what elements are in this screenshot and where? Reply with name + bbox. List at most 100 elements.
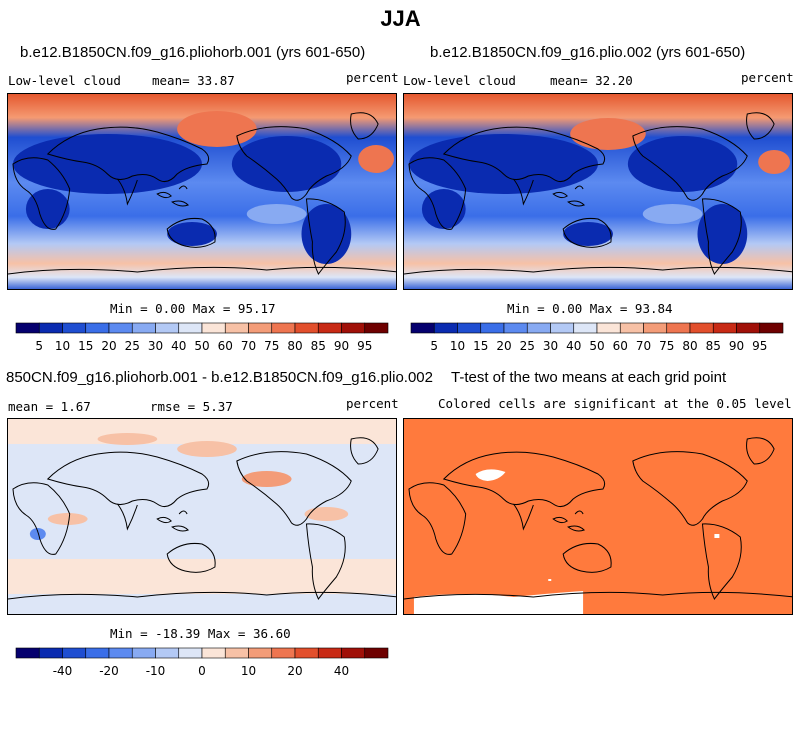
colorbar-swatch [736,322,761,334]
colorbar-swatch [85,647,110,659]
colorbar-tick-label: 30 [148,339,163,353]
colorbar-swatch [131,647,156,659]
panel4-subtitle: Colored cells are significant at the 0.0… [438,396,792,411]
panel2-title: b.e12.B1850CN.f09_g16.plio.002 (yrs 601-… [430,44,746,61]
panel2-colorbar: 5 10 15 20 25 30 40 50 60 70 75 80 85 90 95 [410,322,784,353]
colorbar-swatch [689,322,714,334]
colorbar-tick-label: 70 [241,339,256,353]
figure-title: JJA [380,6,421,31]
colorbar-swatch [15,322,40,334]
panel3-rmse: rmse = 5.37 [150,399,233,414]
colorbar-tick-label: 70 [636,339,651,353]
colorbar-tick-label: 75 [264,339,279,353]
colorbar-swatch [759,322,784,334]
panel1-left-label: Low-level cloud [8,73,121,88]
colorbar-swatch [433,322,458,334]
colorbar-swatch [643,322,668,334]
colorbar-swatch [62,322,87,334]
colorbar-tick-label: 80 [287,339,302,353]
colorbar-tick-label: 50 [194,339,209,353]
panel1-units: percent [346,70,399,85]
colorbar-swatch [178,322,203,334]
colorbar-swatch [341,647,366,659]
colorbar-swatch [294,322,319,334]
panel2-units: percent [741,70,794,85]
panel2-left-label: Low-level cloud [403,73,516,88]
colorbar-tick-label: 95 [357,339,372,353]
colorbar-tick-label: 85 [706,339,721,353]
colorbar-tick-label: 40 [334,664,349,678]
colorbar-tick-label: 15 [78,339,93,353]
colorbar-tick-label: 50 [589,339,604,353]
colorbar-swatch [341,322,366,334]
colorbar-tick-label: 80 [682,339,697,353]
panel3-units: percent [346,396,399,411]
colorbar-swatch [85,322,110,334]
colorbar-swatch [108,322,133,334]
colorbar-swatch [666,322,691,334]
panel2-minmax: Min = 0.00 Max = 93.84 [507,301,673,316]
colorbar-swatch [410,322,435,334]
colorbar-tick-label: 95 [752,339,767,353]
colorbar-swatch [480,322,505,334]
panel2-mean: mean= 32.20 [550,73,633,88]
colorbar-swatch [503,322,528,334]
colorbar-tick-label: 75 [659,339,674,353]
colorbar-tick-label: -40 [53,664,73,678]
colorbar-tick-label: 60 [218,339,233,353]
colorbar-swatch [201,647,226,659]
panel3-map [7,418,397,615]
panel1-title: b.e12.B1850CN.f09_g16.pliohorb.001 (yrs … [20,44,366,61]
panel2-map [403,93,793,290]
colorbar-swatch [317,322,342,334]
colorbar-swatch [364,322,389,334]
colorbar-swatch [619,322,644,334]
colorbar-swatch [596,322,621,334]
colorbar-swatch [15,647,40,659]
panel1-colorbar: 5 10 15 20 25 30 40 50 60 70 75 80 85 90 95 [15,322,389,353]
colorbar-swatch [155,322,180,334]
panel4-title: T-test of the two means at each grid poi… [451,369,727,386]
colorbar-tick-label: 25 [125,339,140,353]
colorbar-swatch [131,322,156,334]
colorbar-tick-label: 20 [496,339,511,353]
panel3-title: 850CN.f09_g16.pliohorb.001 - b.e12.B1850… [6,369,433,386]
colorbar-swatch [271,322,296,334]
colorbar-tick-label: 60 [613,339,628,353]
colorbar-tick-label: 20 [287,664,302,678]
colorbar-swatch [317,647,342,659]
colorbar-swatch [364,647,389,659]
colorbar-tick-label: 90 [729,339,744,353]
colorbar-swatch [108,647,133,659]
colorbar-tick-label: 30 [543,339,558,353]
colorbar-tick-label: -10 [146,664,166,678]
colorbar-tick-label: 10 [55,339,70,353]
colorbar-tick-label: 90 [334,339,349,353]
colorbar-tick-label: 0 [198,664,206,678]
colorbar-tick-label: 40 [171,339,186,353]
colorbar-tick-label: 85 [311,339,326,353]
panel4-map [403,418,793,615]
colorbar-tick-label: 20 [101,339,116,353]
panel3-colorbar: -40 -20 -10 0 10 20 40 [15,647,389,678]
colorbar-swatch [294,647,319,659]
colorbar-tick-label: -20 [99,664,119,678]
colorbar-swatch [526,322,551,334]
colorbar-swatch [573,322,598,334]
colorbar-swatch [201,322,226,334]
colorbar-swatch [271,647,296,659]
colorbar-swatch [178,647,203,659]
colorbar-swatch [457,322,482,334]
colorbar-swatch [712,322,737,334]
colorbar-swatch [248,647,273,659]
colorbar-swatch [38,647,63,659]
colorbar-swatch [155,647,180,659]
colorbar-tick-label: 10 [450,339,465,353]
colorbar-swatch [550,322,575,334]
panel3-minmax: Min = -18.39 Max = 36.60 [110,626,291,641]
panel1-mean: mean= 33.87 [152,73,235,88]
colorbar-tick-label: 15 [473,339,488,353]
panel1-map [7,93,397,290]
colorbar-swatch [62,647,87,659]
colorbar-tick-label: 10 [241,664,256,678]
